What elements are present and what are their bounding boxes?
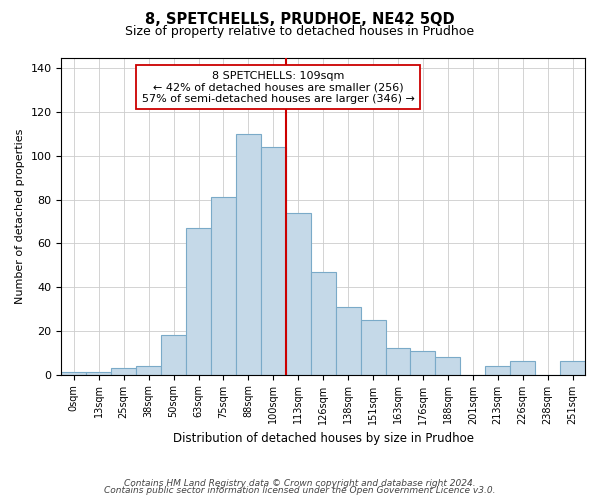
Bar <box>485 366 510 374</box>
Text: 8 SPETCHELLS: 109sqm
← 42% of detached houses are smaller (256)
57% of semi-deta: 8 SPETCHELLS: 109sqm ← 42% of detached h… <box>142 70 415 104</box>
Bar <box>361 320 386 374</box>
Text: Size of property relative to detached houses in Prudhoe: Size of property relative to detached ho… <box>125 25 475 38</box>
Bar <box>186 228 211 374</box>
Bar <box>86 372 111 374</box>
Bar <box>436 357 460 374</box>
Y-axis label: Number of detached properties: Number of detached properties <box>15 128 25 304</box>
Bar <box>236 134 261 374</box>
Bar <box>61 372 86 374</box>
Bar <box>311 272 335 374</box>
X-axis label: Distribution of detached houses by size in Prudhoe: Distribution of detached houses by size … <box>173 432 474 445</box>
Text: Contains public sector information licensed under the Open Government Licence v3: Contains public sector information licen… <box>104 486 496 495</box>
Text: 8, SPETCHELLS, PRUDHOE, NE42 5QD: 8, SPETCHELLS, PRUDHOE, NE42 5QD <box>145 12 455 28</box>
Bar <box>211 198 236 374</box>
Bar <box>386 348 410 374</box>
Bar <box>335 307 361 374</box>
Bar <box>111 368 136 374</box>
Bar <box>261 147 286 374</box>
Bar <box>161 335 186 374</box>
Bar <box>560 362 585 374</box>
Bar <box>510 362 535 374</box>
Bar <box>410 350 436 374</box>
Bar <box>286 213 311 374</box>
Bar <box>136 366 161 374</box>
Text: Contains HM Land Registry data © Crown copyright and database right 2024.: Contains HM Land Registry data © Crown c… <box>124 478 476 488</box>
